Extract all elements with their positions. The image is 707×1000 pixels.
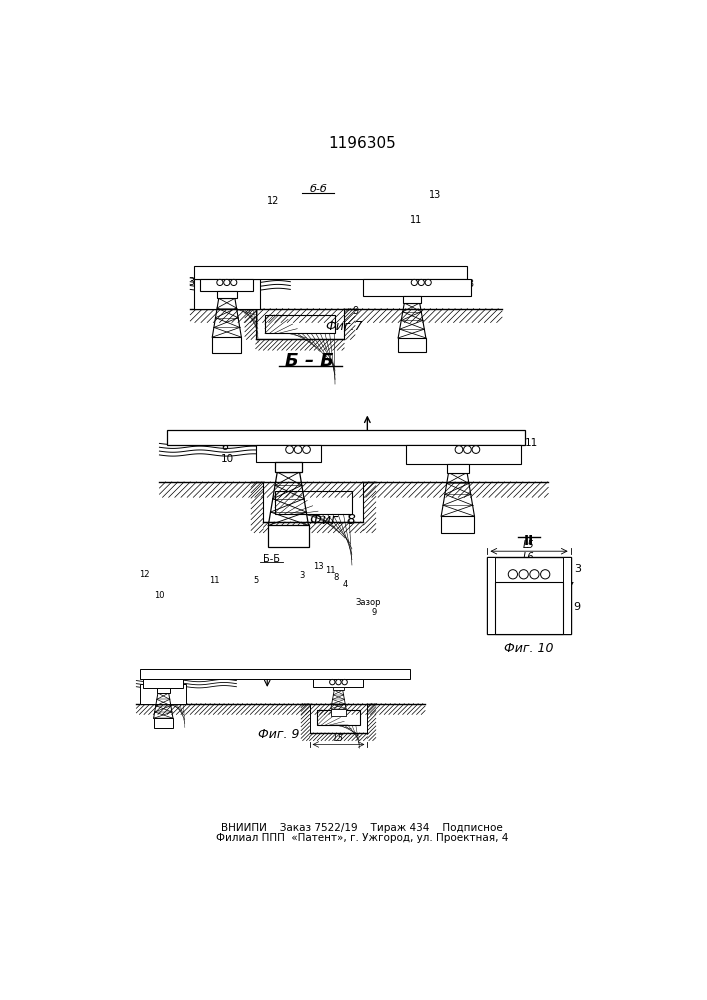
Bar [495,582,563,634]
Bar [212,337,241,353]
Text: 10: 10 [221,454,234,464]
Bar [144,679,183,688]
Text: 10: 10 [201,271,214,281]
Bar [313,679,363,687]
Bar [194,279,259,309]
Text: Фиг. 9: Фиг. 9 [258,728,300,741]
Bar [275,491,352,514]
Bar [141,686,185,702]
Text: L5: L5 [523,540,535,550]
Text: 13: 13 [429,190,441,200]
Bar [140,684,187,704]
Text: 12: 12 [139,570,149,579]
Circle shape [286,446,293,453]
Text: Зазор: Зазор [356,598,381,607]
Text: 10: 10 [154,591,165,600]
Text: 3: 3 [467,279,474,289]
Text: Б – Б: Б – Б [285,352,334,370]
Bar [167,430,525,445]
Circle shape [541,570,550,579]
Circle shape [508,570,518,579]
Text: Фиг.7: Фиг.7 [325,320,363,333]
Text: Фиг. 8: Фиг. 8 [310,513,356,527]
Text: 1196305: 1196305 [328,136,396,151]
Bar [153,718,173,728]
Text: L7: L7 [489,582,500,591]
Text: 6: 6 [221,442,228,452]
Circle shape [336,679,341,685]
Bar [265,315,335,333]
Circle shape [464,446,472,453]
Bar [317,710,360,725]
Circle shape [530,570,539,579]
Text: II: II [524,534,534,548]
Text: Филиал ППП  «Патент», г. Ужгород, ул. Проектная, 4: Филиал ППП «Патент», г. Ужгород, ул. Про… [216,833,508,843]
Bar [447,464,469,473]
Bar [403,296,421,303]
Bar [331,709,346,716]
Bar [441,516,474,533]
Circle shape [303,446,310,453]
Bar [487,557,495,634]
Text: 12: 12 [267,196,279,206]
Text: 8: 8 [334,573,339,582]
Bar [406,445,521,464]
Circle shape [411,279,417,286]
Bar [196,281,258,307]
Circle shape [519,570,528,579]
Bar [194,266,467,279]
Text: 9: 9 [573,602,581,612]
Text: 11: 11 [209,576,220,585]
Text: Фиг. 10: Фиг. 10 [504,642,554,655]
Bar [269,525,308,547]
Bar [363,279,472,296]
Bar [217,291,237,298]
Text: 3: 3 [299,571,304,580]
Text: 9: 9 [371,608,376,617]
Text: 11: 11 [325,566,336,575]
Circle shape [455,446,463,453]
Circle shape [342,679,347,685]
Text: 5: 5 [253,576,258,585]
Text: 11: 11 [525,438,539,448]
Bar [275,462,302,472]
Bar [157,688,170,693]
Circle shape [425,279,431,286]
Circle shape [329,679,335,685]
Text: L7: L7 [563,582,575,591]
Bar [334,687,344,690]
Bar [200,279,253,291]
Circle shape [223,279,230,286]
Text: 9: 9 [353,306,359,316]
Text: 4: 4 [343,580,348,589]
Text: ВНИИПИ    Заказ 7522/19    Тираж 434    Подписное: ВНИИПИ Заказ 7522/19 Тираж 434 Подписное [221,823,503,833]
Text: L6: L6 [523,552,535,562]
Text: Б-Б: Б-Б [262,554,279,564]
Bar [256,445,321,462]
Circle shape [418,279,424,286]
Circle shape [472,446,480,453]
Bar [563,557,571,634]
Text: 11: 11 [409,215,422,225]
Text: 3: 3 [573,564,580,574]
Text: 3: 3 [189,277,195,287]
Text: б-б: б-б [309,184,327,194]
Circle shape [230,279,237,286]
Bar [140,669,409,679]
Circle shape [217,279,223,286]
Bar [398,338,426,352]
Text: 13: 13 [313,562,324,571]
Circle shape [294,446,302,453]
Bar [487,557,571,634]
Text: L5: L5 [334,734,344,743]
